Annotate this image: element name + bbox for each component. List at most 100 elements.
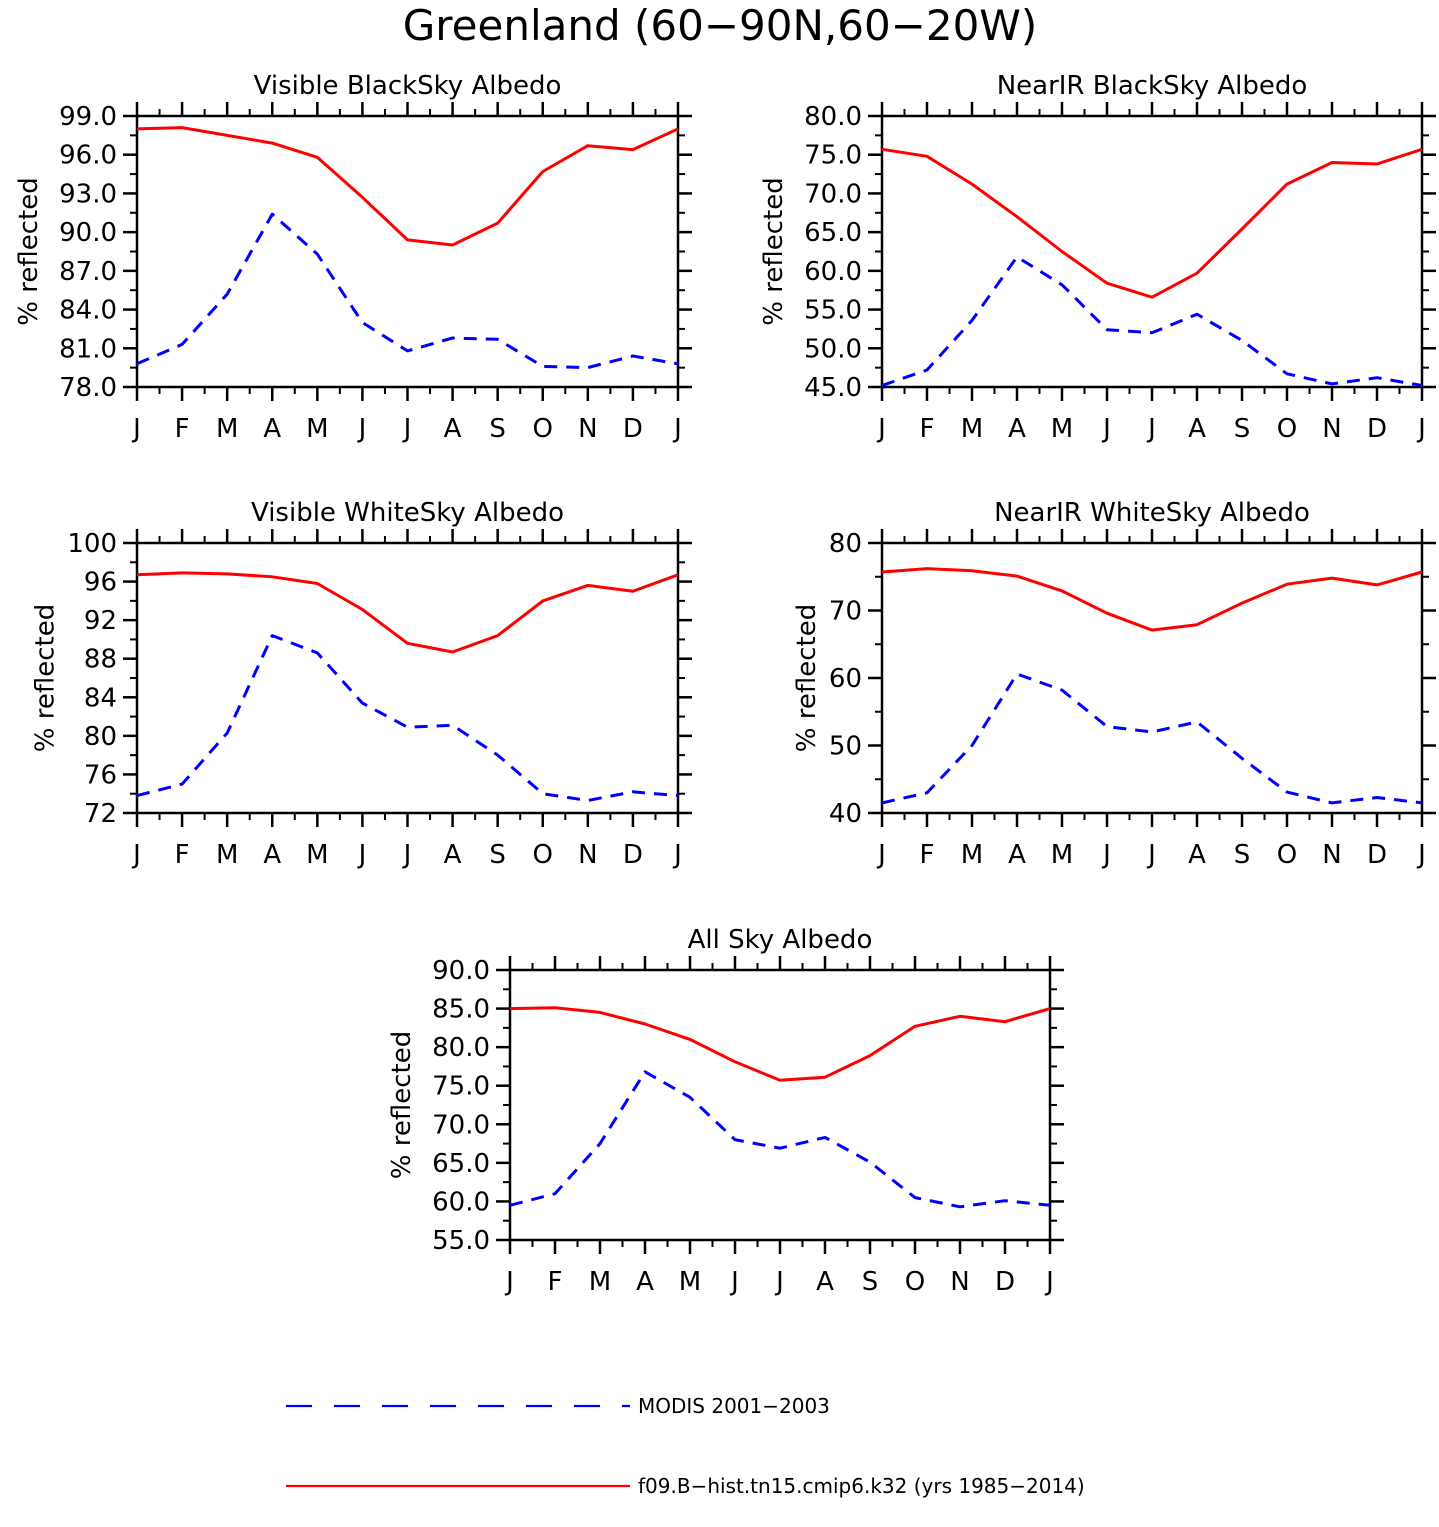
y-tick-label: 92 [84, 606, 117, 636]
x-tick-label: J [1146, 840, 1156, 870]
plot-frame [135, 114, 680, 389]
series-line-modis [881, 672, 1423, 805]
x-tick-label: J [1044, 1267, 1054, 1297]
x-tick-label: D [1367, 840, 1387, 870]
y-tick-label: 50.0 [804, 334, 862, 364]
y-tick-label: 80.0 [804, 102, 862, 132]
series-line-model [881, 147, 1423, 299]
panel-title: Visible BlackSky Albedo [254, 71, 562, 101]
x-tick-label: J [1101, 414, 1111, 444]
series-line-model [136, 126, 679, 247]
series-line-model [509, 1006, 1051, 1082]
x-tick-label: J [1416, 840, 1426, 870]
x-tick-label: O [533, 414, 553, 444]
y-tick-label: 85.0 [432, 995, 490, 1025]
y-tick-label: 50 [829, 732, 862, 762]
y-tick-label: 84 [84, 683, 117, 713]
legend-model-label: f09.B−hist.tn15.cmip6.k32 (yrs 1985−2014… [638, 1474, 1085, 1498]
x-tick-label: J [402, 840, 412, 870]
x-tick-label: D [623, 840, 643, 870]
panel-title: All Sky Albedo [688, 925, 873, 955]
legend-modis-label: MODIS 2001−2003 [638, 1394, 830, 1418]
x-tick-label: A [816, 1267, 834, 1297]
y-tick-label: 100 [67, 529, 117, 559]
x-tick-label: N [578, 840, 597, 870]
y-tick-label: 90.0 [59, 218, 117, 248]
y-tick-label: 60.0 [804, 257, 862, 287]
panel-title: NearIR BlackSky Albedo [997, 71, 1308, 101]
y-tick-label: 72 [84, 799, 117, 829]
x-tick-label: S [489, 414, 506, 444]
x-tick-label: D [995, 1267, 1015, 1297]
x-tick-label: F [920, 414, 935, 444]
x-tick-label: M [1051, 414, 1073, 444]
y-tick-label: 45.0 [804, 373, 862, 403]
panel-title: NearIR WhiteSky Albedo [994, 498, 1310, 528]
y-tick-label: 55.0 [432, 1226, 490, 1256]
x-tick-label: M [589, 1267, 611, 1297]
y-tick-label: 81.0 [59, 334, 117, 364]
x-tick-label: J [1146, 414, 1156, 444]
x-tick-label: S [862, 1267, 879, 1297]
series-line-modis [509, 1070, 1051, 1209]
x-tick-label: O [1277, 414, 1297, 444]
y-axis-label: % reflected [14, 177, 44, 325]
x-tick-label: J [672, 840, 682, 870]
x-tick-label: S [1234, 414, 1251, 444]
y-tick-label: 80 [84, 722, 117, 752]
x-tick-label: D [623, 414, 643, 444]
series-line-modis [881, 255, 1423, 387]
y-tick-label: 70.0 [432, 1110, 490, 1140]
x-tick-label: A [444, 840, 462, 870]
x-tick-label: A [1008, 840, 1026, 870]
x-tick-label: A [1188, 414, 1206, 444]
y-tick-label: 60.0 [432, 1187, 490, 1217]
x-tick-label: M [679, 1267, 701, 1297]
x-tick-label: M [216, 414, 238, 444]
x-tick-label: O [1277, 840, 1297, 870]
x-tick-label: J [876, 414, 886, 444]
x-tick-label: J [357, 414, 367, 444]
x-tick-label: O [533, 840, 553, 870]
x-tick-label: M [216, 840, 238, 870]
y-tick-label: 75.0 [804, 141, 862, 171]
x-tick-label: J [729, 1267, 739, 1297]
y-tick-label: 90.0 [432, 956, 490, 986]
plot-frame [880, 541, 1424, 815]
x-tick-label: D [1367, 414, 1387, 444]
y-tick-label: 70.0 [804, 179, 862, 209]
x-tick-label: J [1101, 840, 1111, 870]
chart-panel-1: J F M A M J J A S O N D J78.081.084.087.090.093.096.… [14, 71, 692, 444]
series-line-model [881, 567, 1423, 632]
plot-frame [135, 541, 680, 815]
x-tick-label: F [175, 840, 190, 870]
y-tick-label: 96.0 [59, 141, 117, 171]
x-tick-label: A [1188, 840, 1206, 870]
y-tick-label: 65.0 [804, 218, 862, 248]
x-tick-label: N [950, 1267, 969, 1297]
x-tick-label: J [876, 840, 886, 870]
panel-title: Visible WhiteSky Albedo [251, 498, 564, 528]
y-tick-label: 75.0 [432, 1072, 490, 1102]
figure-title: Greenland (60−90N,60−20W) [403, 1, 1037, 50]
x-tick-label: S [1234, 840, 1251, 870]
series-line-modis [136, 212, 679, 370]
x-tick-label: A [636, 1267, 654, 1297]
x-tick-label: J [357, 840, 367, 870]
y-tick-label: 88 [84, 645, 117, 675]
y-tick-label: 78.0 [59, 373, 117, 403]
x-tick-label: J [504, 1267, 514, 1297]
x-tick-label: F [920, 840, 935, 870]
y-tick-label: 87.0 [59, 257, 117, 287]
x-tick-label: F [548, 1267, 563, 1297]
x-tick-label: M [306, 840, 328, 870]
y-tick-label: 84.0 [59, 296, 117, 326]
x-tick-label: F [175, 414, 190, 444]
y-axis-label: % reflected [759, 177, 789, 325]
y-tick-label: 40 [829, 799, 862, 829]
y-axis-label: % reflected [31, 604, 61, 752]
y-tick-label: 70 [829, 597, 862, 627]
